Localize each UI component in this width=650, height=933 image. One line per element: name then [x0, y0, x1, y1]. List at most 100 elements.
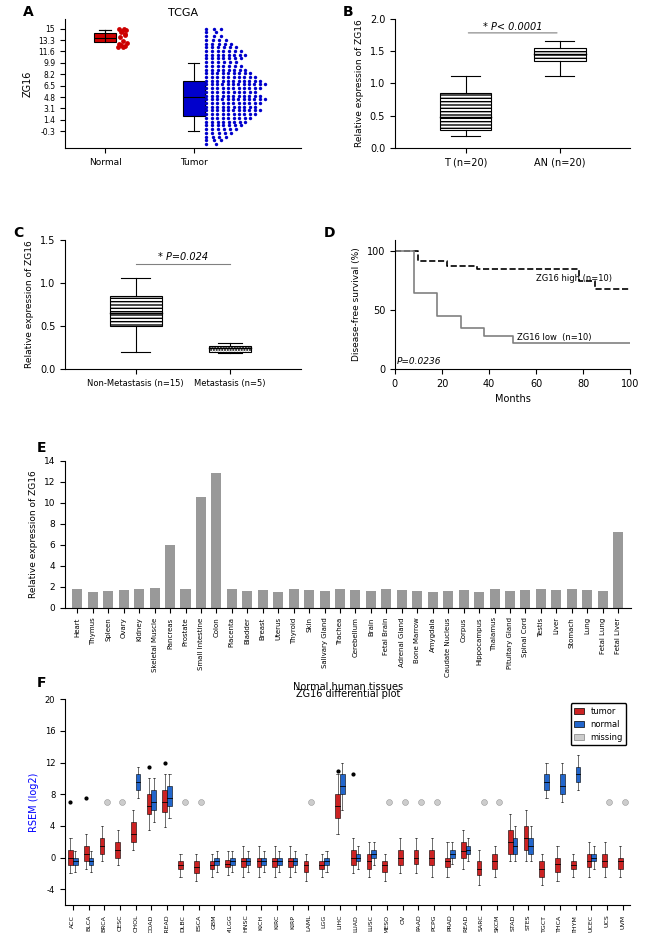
- Bar: [230, 857, 235, 866]
- Point: [101, 795, 112, 810]
- Bar: [412, 591, 423, 607]
- Bar: [382, 589, 391, 607]
- Point: [202, 118, 212, 132]
- Point: [244, 95, 255, 110]
- Text: C: C: [13, 226, 23, 240]
- Point: [249, 91, 259, 106]
- Text: ZG16 low  (n=10): ZG16 low (n=10): [517, 332, 592, 341]
- Bar: [476, 861, 481, 875]
- Point: [213, 125, 224, 140]
- Bar: [292, 857, 298, 866]
- Point: [400, 795, 410, 810]
- Point: [234, 85, 244, 100]
- Point: [229, 59, 240, 74]
- Bar: [167, 787, 172, 806]
- Point: [228, 77, 239, 92]
- Point: [234, 70, 244, 85]
- Point: [202, 132, 212, 147]
- Bar: [119, 590, 129, 607]
- Point: [250, 99, 261, 114]
- Bar: [465, 845, 470, 854]
- Bar: [335, 794, 340, 818]
- Point: [218, 66, 228, 81]
- Point: [116, 37, 126, 52]
- Point: [209, 21, 219, 36]
- Point: [207, 40, 218, 55]
- Y-axis label: ZG16: ZG16: [23, 70, 33, 96]
- Point: [212, 70, 222, 85]
- Point: [202, 48, 212, 63]
- Point: [217, 81, 228, 96]
- Bar: [115, 842, 120, 857]
- Point: [202, 74, 212, 89]
- Point: [255, 88, 265, 103]
- Point: [202, 77, 212, 92]
- Point: [231, 121, 241, 136]
- Point: [202, 110, 212, 125]
- Point: [415, 795, 426, 810]
- Bar: [540, 861, 544, 877]
- Bar: [277, 857, 281, 866]
- Point: [244, 91, 254, 106]
- FancyBboxPatch shape: [439, 93, 491, 130]
- Point: [255, 103, 265, 118]
- Point: [207, 88, 217, 103]
- Point: [217, 91, 228, 106]
- Point: [249, 77, 259, 92]
- Point: [207, 114, 217, 129]
- Point: [218, 44, 229, 59]
- Point: [228, 70, 239, 85]
- Bar: [450, 850, 454, 857]
- Bar: [242, 591, 252, 607]
- Point: [244, 74, 255, 89]
- Point: [239, 85, 250, 100]
- Text: D: D: [324, 226, 335, 240]
- Point: [118, 34, 128, 49]
- Point: [208, 129, 218, 144]
- Bar: [560, 774, 564, 794]
- Bar: [227, 589, 237, 607]
- Point: [213, 118, 223, 132]
- Point: [207, 36, 218, 51]
- Bar: [371, 850, 376, 857]
- Bar: [273, 592, 283, 607]
- Point: [223, 88, 233, 103]
- Bar: [430, 850, 434, 866]
- Point: [250, 103, 260, 118]
- Bar: [597, 591, 608, 607]
- Bar: [551, 590, 562, 607]
- Point: [228, 88, 239, 103]
- Title: ZG16 differential plot: ZG16 differential plot: [296, 689, 400, 699]
- Bar: [505, 591, 515, 607]
- Point: [224, 48, 234, 63]
- Point: [218, 70, 228, 85]
- Point: [207, 74, 217, 89]
- Point: [113, 40, 124, 55]
- Point: [255, 81, 265, 96]
- Point: [209, 132, 219, 147]
- Point: [348, 767, 358, 782]
- Point: [116, 24, 126, 39]
- Point: [212, 88, 222, 103]
- Point: [239, 95, 249, 110]
- Point: [244, 103, 255, 118]
- Bar: [544, 774, 549, 790]
- Point: [217, 77, 228, 92]
- Point: [117, 24, 127, 39]
- Bar: [443, 591, 453, 607]
- Point: [207, 99, 217, 114]
- Point: [211, 136, 222, 151]
- Point: [222, 91, 233, 106]
- Point: [202, 55, 212, 70]
- Point: [218, 51, 229, 66]
- Point: [209, 29, 219, 44]
- Point: [233, 103, 244, 118]
- Bar: [261, 857, 266, 866]
- Y-axis label: Relative expression of ZG16: Relative expression of ZG16: [355, 20, 364, 147]
- Point: [207, 81, 217, 96]
- Point: [229, 51, 240, 66]
- Bar: [571, 861, 575, 870]
- Bar: [319, 861, 324, 870]
- Point: [235, 51, 246, 66]
- Bar: [536, 589, 546, 607]
